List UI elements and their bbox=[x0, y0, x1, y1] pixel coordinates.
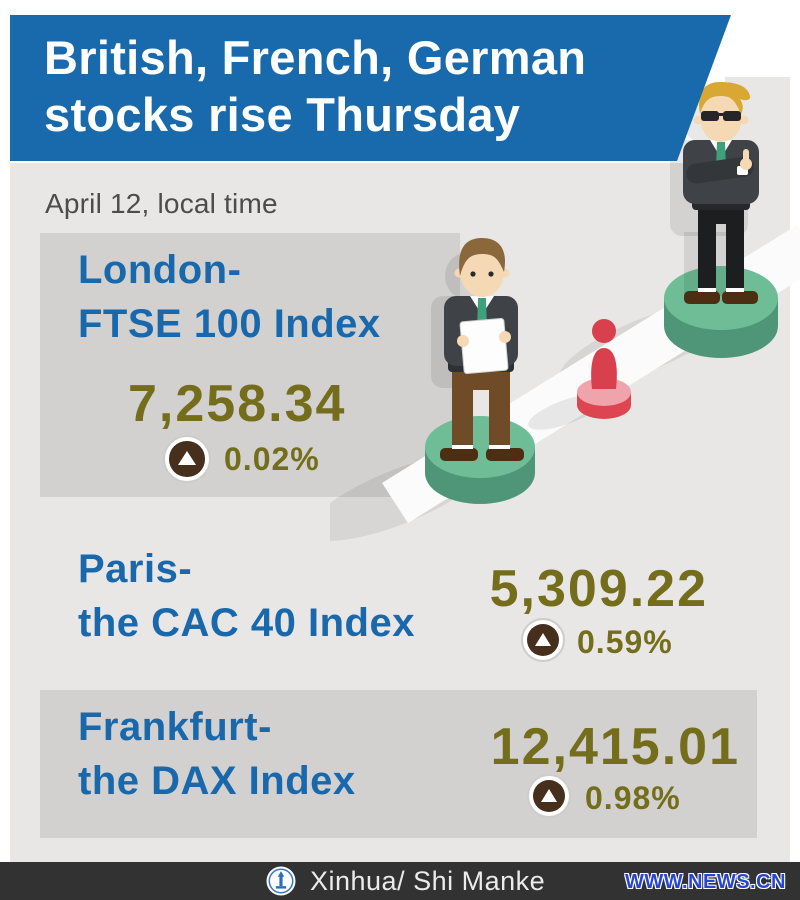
pawn-figure-illustration bbox=[577, 319, 631, 419]
up-arrow-icon bbox=[527, 774, 571, 818]
up-arrow-disc bbox=[527, 624, 559, 656]
header-banner: British, French, German stocks rise Thur… bbox=[10, 15, 731, 161]
paris-city-label: Paris- bbox=[78, 547, 193, 591]
news-site-label: WWW.NEWS.CN bbox=[624, 871, 786, 893]
sunglasses-icon bbox=[701, 111, 741, 121]
footer-bar: Xinhua/ Shi Manke WWW.NEWS.CN bbox=[0, 862, 800, 900]
up-triangle-icon bbox=[535, 632, 551, 646]
up-arrow-icon bbox=[163, 435, 211, 483]
businessman-tablet-illustration bbox=[431, 238, 524, 461]
london-index-name: FTSE 100 Index bbox=[78, 302, 381, 346]
headline-line1: British, French, German bbox=[44, 31, 587, 84]
paris-change-percent: 0.59% bbox=[577, 624, 673, 660]
london-change-percent: 0.02% bbox=[224, 441, 320, 477]
frankfurt-section-box bbox=[40, 690, 757, 838]
stock-rise-illustration bbox=[330, 82, 800, 541]
up-arrow-disc bbox=[533, 780, 565, 812]
london-index-value: 7,258.34 bbox=[128, 375, 347, 433]
frankfurt-index-value: 12,415.01 bbox=[490, 718, 740, 776]
frankfurt-change-percent: 0.98% bbox=[585, 780, 681, 816]
frankfurt-city-label: Frankfurt- bbox=[78, 705, 272, 749]
up-arrow-icon bbox=[521, 618, 565, 662]
paris-index-value: 5,309.22 bbox=[489, 560, 708, 618]
date-label: April 12, local time bbox=[45, 188, 278, 219]
london-city-label: London- bbox=[78, 248, 242, 292]
headline-line2: stocks rise Thursday bbox=[44, 88, 521, 141]
podium-right-illustration bbox=[664, 266, 778, 358]
up-triangle-icon bbox=[178, 451, 196, 465]
frankfurt-index-name: the DAX Index bbox=[78, 759, 356, 803]
london-section-box bbox=[40, 233, 460, 497]
paris-index-name: the CAC 40 Index bbox=[78, 601, 415, 645]
photo-credit: Xinhua/ Shi Manke bbox=[310, 866, 546, 896]
xinhua-logo-icon bbox=[266, 866, 296, 896]
up-arrow-disc bbox=[169, 441, 205, 477]
businessman-sunglasses-illustration bbox=[670, 82, 759, 304]
up-triangle-icon bbox=[541, 788, 557, 802]
